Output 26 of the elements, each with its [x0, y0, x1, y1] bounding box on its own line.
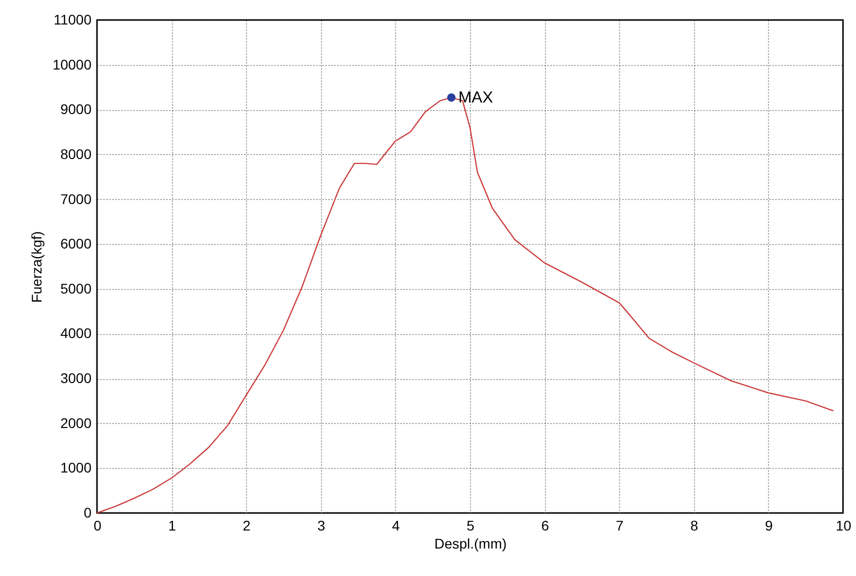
x-tick-label: 7 [616, 518, 624, 534]
y-tick-label: 1000 [60, 460, 92, 476]
x-tick-label: 10 [836, 518, 852, 534]
x-tick-label: 0 [94, 518, 102, 534]
annotation: MAX [458, 90, 494, 107]
x-tick-label: 4 [392, 518, 400, 534]
x-tick-label: 9 [765, 518, 773, 534]
y-tick-label: 10000 [52, 56, 92, 72]
y-tick-label: 5000 [60, 280, 92, 296]
x-tick-label: 8 [690, 518, 698, 534]
x-tick-label: 5 [466, 518, 475, 534]
y-tick-label: 3000 [60, 370, 92, 386]
x-tick-label: 1 [168, 518, 176, 534]
y-tick-label: 6000 [60, 236, 92, 252]
x-axis-title: Despl.(mm) [434, 536, 507, 552]
y-axis-title: Fuerza(kgf) [28, 231, 45, 303]
y-tick-label: 4000 [60, 325, 92, 342]
y-tick-label: 11000 [54, 12, 92, 28]
y-tick-label: 2000 [60, 414, 92, 431]
y-tick-label: 9000 [60, 101, 92, 118]
y-tick-label: 8000 [60, 146, 92, 162]
y-tick-label: 7000 [60, 190, 92, 207]
x-tick-label: 2 [242, 518, 251, 534]
x-tick-label: 3 [317, 518, 326, 534]
x-tick-label: 6 [541, 518, 550, 534]
y-tick-label: 0 [84, 504, 92, 520]
